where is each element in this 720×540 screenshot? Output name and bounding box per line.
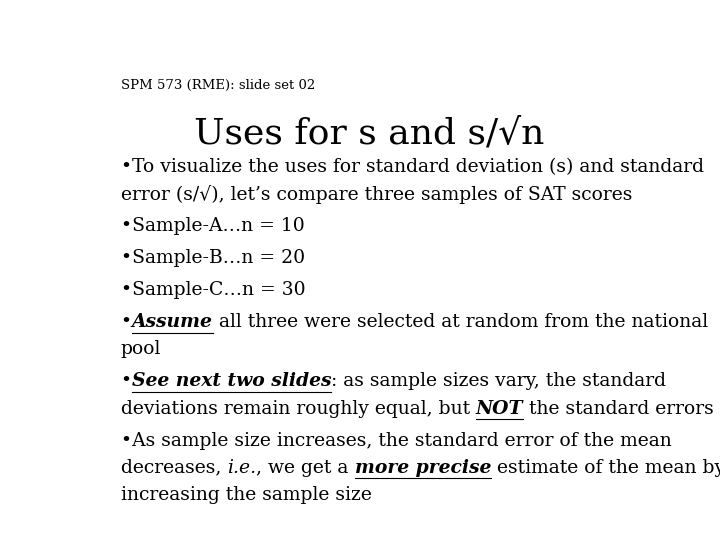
Text: •: • xyxy=(121,313,132,332)
Text: : as sample sizes vary, the standard: : as sample sizes vary, the standard xyxy=(331,373,666,390)
Text: See next two slides: See next two slides xyxy=(132,373,331,390)
Text: deviations remain roughly equal, but: deviations remain roughly equal, but xyxy=(121,400,476,417)
Text: SPM 573 (RME): slide set 02: SPM 573 (RME): slide set 02 xyxy=(121,79,315,92)
Text: , we get a: , we get a xyxy=(256,458,354,477)
Text: all three were selected at random from the national: all three were selected at random from t… xyxy=(212,313,708,332)
Text: •Sample-A…n = 10: •Sample-A…n = 10 xyxy=(121,218,305,235)
Text: estimate of the mean by: estimate of the mean by xyxy=(491,458,720,477)
Text: •As sample size increases, the standard error of the mean: •As sample size increases, the standard … xyxy=(121,431,672,449)
Text: pool: pool xyxy=(121,341,161,359)
Text: the standard errors: the standard errors xyxy=(523,400,714,417)
Text: error (s/√), let’s compare three samples of SAT scores: error (s/√), let’s compare three samples… xyxy=(121,185,632,204)
Text: •Sample-B…n = 20: •Sample-B…n = 20 xyxy=(121,249,305,267)
Text: decreases,: decreases, xyxy=(121,458,227,477)
Text: •Sample-C…n = 30: •Sample-C…n = 30 xyxy=(121,281,305,300)
Text: Uses for s and s/√n: Uses for s and s/√n xyxy=(194,117,544,151)
Text: increasing the sample size: increasing the sample size xyxy=(121,485,372,504)
Text: more precise: more precise xyxy=(354,458,491,477)
Text: Assume: Assume xyxy=(132,313,212,332)
Text: NOT: NOT xyxy=(476,400,523,417)
Text: •To visualize the uses for standard deviation (s) and standard: •To visualize the uses for standard devi… xyxy=(121,158,703,177)
Text: i.e.: i.e. xyxy=(227,458,256,477)
Text: •: • xyxy=(121,373,132,390)
